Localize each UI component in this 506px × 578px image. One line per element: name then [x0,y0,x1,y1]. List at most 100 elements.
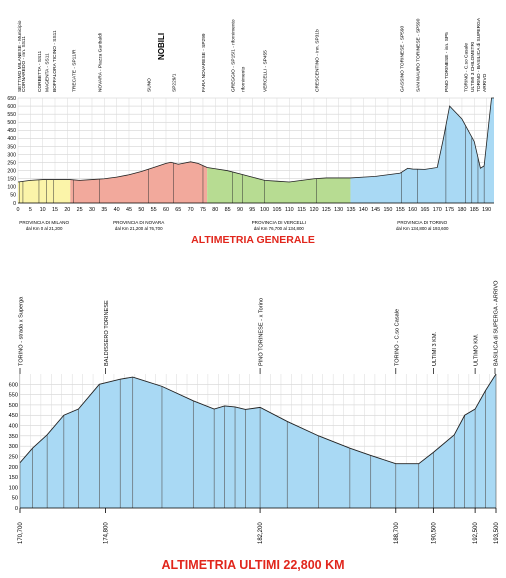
chart2-place-label: BALDISSERO TORINESE [104,300,110,366]
chart1-y-tick-label: 450 [7,128,16,134]
chart1-place-label: TRECATE - SP11/R [71,49,77,92]
chart1-x-tick-label: 5 [29,207,32,213]
chart2-plot-area: 0 50 100 150 200 250 300 350 400 450 500 550 600 170,… [9,373,500,544]
chart1-place-label: ARRIVO [482,73,488,92]
chart1-x-tick-label: 100 [260,207,269,213]
chart1-y-tick-label: 400 [7,136,16,142]
chart1-y-tick-label: 650 [7,96,16,102]
chart1-x-tick-label: 170 [433,207,442,213]
chart2-x-tick-label: 192,500 [473,522,479,544]
chart1-place-label: FARA NOVARESE - SP299 [201,33,207,92]
chart1-place-label: MAGENTA - SS11 [44,53,50,92]
chart1-place-label: SP229/1 [171,73,177,92]
chart2-place-label: TORINO - strada x Superga [19,296,25,366]
chart1-segment-area [70,161,208,203]
chart1-profile-line [17,97,494,183]
chart1-x-tick-label: 75 [200,207,206,213]
chart1-x-tick-label: 10 [40,207,46,213]
chart1-x-tick-label: 120 [309,207,318,213]
chart1-place-label: NOVARA - Piazza Garibaldi [97,33,103,92]
chart1-place-label: GREGGIO - SP15/1 - rifornimento [231,19,237,92]
chart1-place-label: CORNAREDO - inn. SS11 [21,36,27,92]
chart2-y-tick-label: 50 [12,496,18,502]
chart1-x-tick-label: 20 [64,207,70,213]
chart2-x-tick-label: 188,700 [394,522,400,544]
chart2-profile-area [20,374,496,508]
chart1-y-tick-label: 150 [7,177,16,183]
chart1-segment-range: dal Km 0 al 21,200 [26,226,63,231]
chart2-x-tick-label: 193,500 [494,522,500,544]
chart2-place-label: PINO TORINESE - x Torino [259,298,265,366]
chart1-place-label: SUNO [147,78,153,92]
chart2-y-tick-label: 200 [9,465,18,471]
chart1-x-tick-label: 160 [408,207,417,213]
chart1-x-tick-label: 135 [346,207,355,213]
chart1-y-tick-label: 250 [7,160,16,166]
chart1-segment-area [350,98,494,203]
chart1-x-tick-label: 175 [445,207,454,213]
chart1-place-label: ULTIMI 3 CHILOMETRI [470,42,476,92]
chart2-x-tick-label: 174,800 [104,522,110,544]
chart1-x-tick-label: 180 [457,207,466,213]
chart1-y-tick-label: 500 [7,120,16,126]
chart2-y-tick-label: 100 [9,485,18,491]
chart2-profile-line [19,373,497,465]
chart1-x-tick-label: 65 [175,207,181,213]
chart1-x-tick-label: 40 [114,207,120,213]
chart1-segment-name: PROVINCIA DI TORINO [397,220,447,225]
chart1-x-tick-label: 95 [249,207,255,213]
chart2-y-tick-label: 150 [9,475,18,481]
chart1-y-tick-label: 300 [7,152,16,158]
chart1-x-tick-label: 105 [272,207,281,213]
chart1-place-label: SAN MAURO TORINESE - SP590 [416,18,422,92]
chart1-x-tick-label: 110 [285,207,294,213]
chart1-segment-range: dal Km 21,200 al 76,700 [115,226,163,231]
chart1-segment-name: PROVINCIA DI NOVARA [113,220,165,225]
chart1-place-label: CORBETTA - SS11 [37,51,43,92]
chart2-y-tick-label: 0 [15,506,18,512]
chart1-segment-name: PROVINCIA DI VERCELLI [252,220,306,225]
chart2-y-ticks: 0 50 100 150 200 250 300 350 400 450 500 550 600 [9,382,18,512]
chart1-x-tick-label: 125 [322,207,331,213]
chart1-place-label: CRESCENTINO - inn. SP31b [314,29,320,92]
chart1-y-tick-label: 550 [7,112,16,118]
chart1-place-markers [18,125,485,203]
chart1-x-tick-label: 130 [334,207,343,213]
chart1-y-tick-label: 100 [7,185,16,191]
chart1-plot-area: 0501001502002503003504004505005506006500… [7,96,494,213]
chart1-segment-range: dal Km 76,700 al 134,800 [254,226,305,231]
chart2-vertical-lines [19,374,497,508]
chart1-place-label: SETTIMO MILANESE - Municipio [17,20,23,92]
chart1-x-tick-label: 35 [101,207,107,213]
nobili-logo: NOBILI [157,33,166,60]
chart1-x-tick-label: 45 [126,207,132,213]
chart2-y-tick-label: 250 [9,454,18,460]
chart1-segment-range: dal Km 134,800 al 193,600 [396,226,449,231]
chart1-place-label: rifornimento [240,66,246,92]
chart1-x-ticks: 0 5 10 15 20 25 30 35 40 45 50 55 60 65 70 75 80 85 90 95 10… [17,207,492,213]
chart1-place-label: PINO TORINESE - inn. SP5 [444,32,450,92]
chart2-y-tick-label: 550 [9,393,18,399]
chart1-x-tick-label: 115 [297,207,306,213]
chart1-x-tick-label: 165 [420,207,429,213]
chart1-x-tick-label: 15 [52,207,58,213]
chart1-place-label: VERCELLI - SP455 [263,50,269,92]
chart1-place-label: BOFFALORA TICINO - SS11 [52,30,58,92]
chart2-x-tick-label: 170,700 [18,522,24,544]
chart1-y-tick-label: 600 [7,104,16,110]
chart1-x-tick-label: 90 [237,207,243,213]
chart2-title: ALTIMETRIA ULTIMI 22,800 KM [161,558,344,572]
chart1-x-tick-label: 70 [188,207,194,213]
chart2-place-label: TORINO - C.so Casale [394,309,400,366]
chart1-place-label: TORINO - C.so Casale [464,43,470,92]
chart2-x-tick-label: 182,200 [258,522,264,544]
chart2-place-label: ULTIMO KM. [474,333,480,366]
chart2-y-tick-label: 400 [9,424,18,430]
chart1-y-tick-label: 200 [7,168,16,174]
chart1-x-tick-label: 190 [482,207,491,213]
chart2-y-tick-label: 600 [9,382,18,388]
chart2-place-label: ULTIMI 3 KM. [432,331,438,366]
